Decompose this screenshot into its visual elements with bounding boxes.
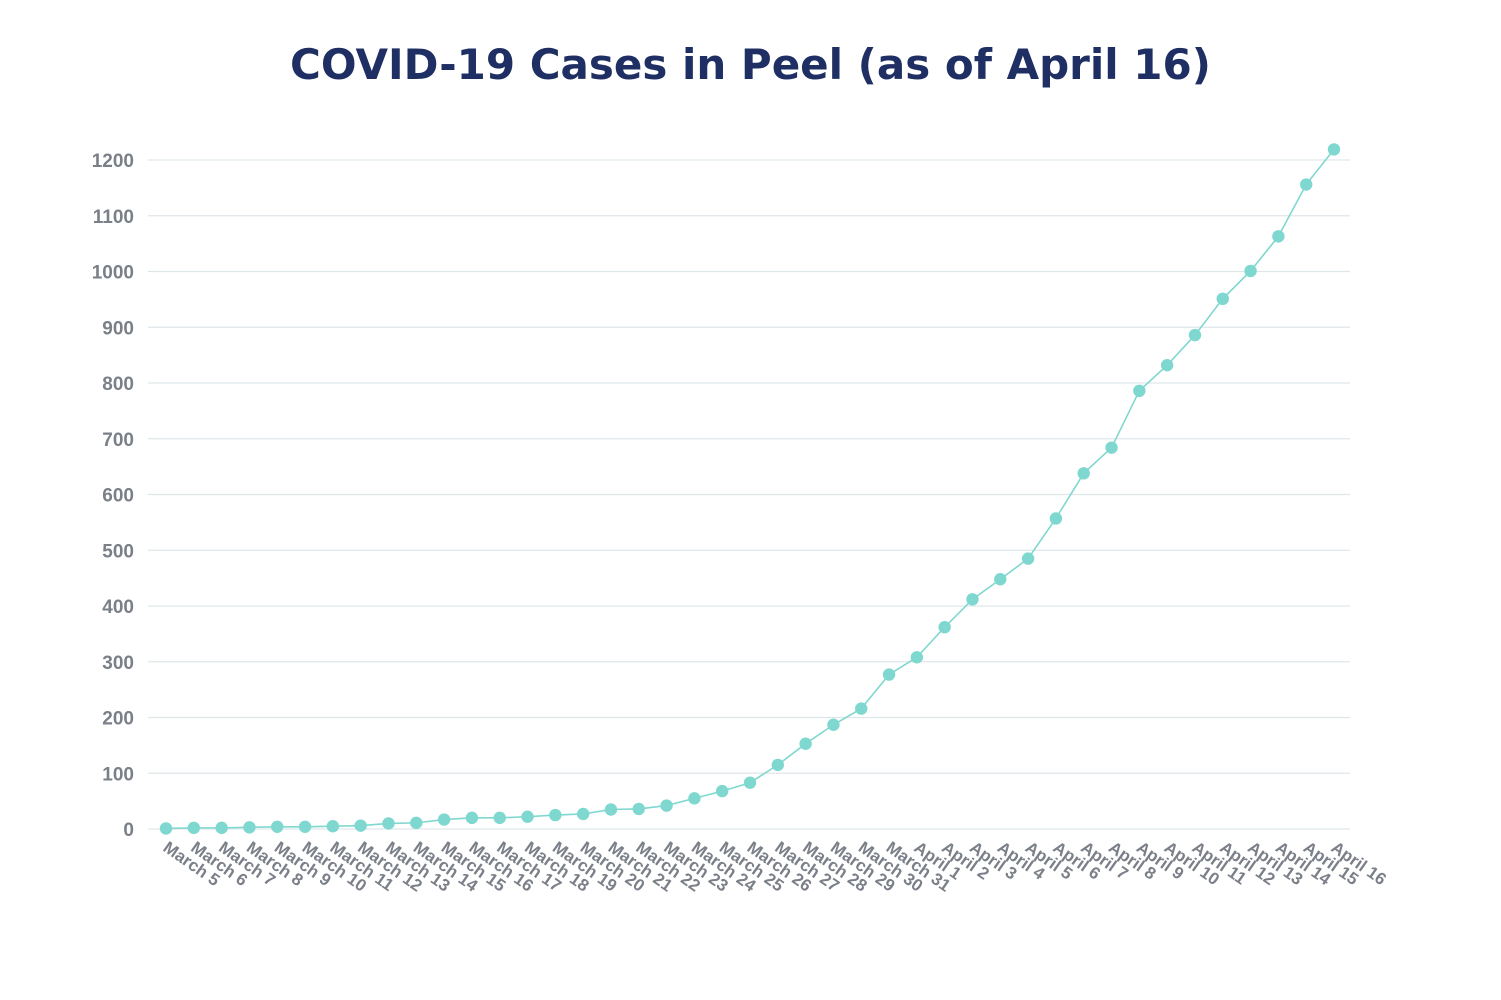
y-tick-label: 700 xyxy=(102,430,134,451)
data-point xyxy=(966,593,979,606)
y-tick-label: 0 xyxy=(123,820,134,841)
data-point xyxy=(1077,467,1090,480)
y-tick-label: 1000 xyxy=(92,263,134,284)
data-point xyxy=(604,803,618,816)
data-point xyxy=(1188,328,1202,342)
data-point xyxy=(521,810,534,823)
y-tick-label: 1200 xyxy=(92,151,134,172)
y-tick-label: 200 xyxy=(102,709,134,730)
y-tick-label: 1100 xyxy=(93,207,134,228)
data-point xyxy=(1216,292,1229,306)
data-point xyxy=(298,820,312,833)
data-point xyxy=(938,620,951,634)
data-point xyxy=(715,784,729,798)
data-point xyxy=(1244,264,1257,278)
data-point xyxy=(855,702,868,715)
y-tick-label: 100 xyxy=(102,764,134,785)
data-point xyxy=(326,820,340,833)
data-point xyxy=(632,802,645,816)
data-point xyxy=(910,651,924,664)
data-point xyxy=(354,819,367,832)
y-tick-label: 900 xyxy=(102,318,134,339)
data-point xyxy=(159,822,173,835)
chart-title: COVID-19 Cases in Peel (as of April 16) xyxy=(290,40,1211,89)
data-point xyxy=(827,718,840,731)
y-tick-label: 400 xyxy=(102,597,134,618)
y-tick-label: 800 xyxy=(102,374,134,395)
data-point xyxy=(382,817,395,830)
data-point xyxy=(1133,384,1146,398)
series-line xyxy=(165,148,1335,830)
data-point xyxy=(271,820,284,833)
data-point xyxy=(771,758,785,772)
data-point xyxy=(187,821,201,835)
data-point xyxy=(576,807,590,821)
data-point xyxy=(243,821,256,834)
data-point xyxy=(688,792,701,805)
data-point xyxy=(1327,143,1341,156)
data-point xyxy=(1299,178,1313,191)
data-point xyxy=(549,808,562,822)
y-axis-ticks: 0 100 200 300 400 500 600 700 800 900 1000 1100 1200 xyxy=(92,151,134,841)
series-points xyxy=(159,143,1341,835)
y-tick-label: 600 xyxy=(102,486,134,507)
data-point xyxy=(1272,230,1285,243)
data-point xyxy=(1049,512,1063,525)
data-point xyxy=(410,816,423,830)
data-point xyxy=(437,813,451,826)
data-point xyxy=(882,668,896,681)
y-tick-label: 500 xyxy=(102,541,134,562)
data-point xyxy=(743,776,757,789)
data-point xyxy=(660,799,673,812)
data-point xyxy=(465,811,479,825)
gridlines xyxy=(148,159,1350,830)
data-point xyxy=(1021,552,1035,565)
data-point xyxy=(493,811,506,825)
data-point xyxy=(1160,358,1174,372)
data-point xyxy=(215,821,228,835)
data-point xyxy=(799,737,812,750)
data-point xyxy=(1105,441,1118,454)
data-point xyxy=(994,573,1007,586)
y-tick-label: 300 xyxy=(102,653,134,674)
series-line-group xyxy=(165,148,1335,830)
